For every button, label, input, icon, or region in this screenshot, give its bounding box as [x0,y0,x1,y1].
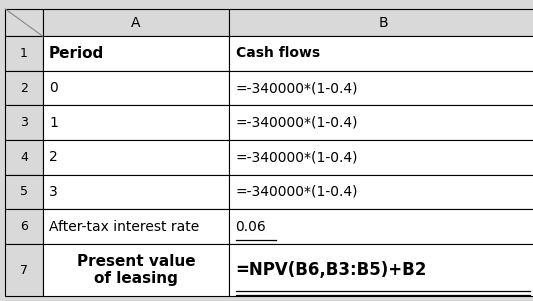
Bar [5,140,43,175]
Text: =-340000*(1-0.4): =-340000*(1-0.4) [236,185,358,199]
Text: 7: 7 [20,264,28,277]
Text: 3: 3 [20,116,28,129]
Text: 0.06: 0.06 [236,219,266,234]
Text: =NPV(B6,B3:B5)+B2: =NPV(B6,B3:B5)+B2 [236,261,427,279]
Text: Present value
of leasing: Present value of leasing [77,254,195,286]
Bar [5,9,43,36]
Bar [229,9,533,36]
Bar [43,9,229,36]
Bar [229,175,533,209]
Bar [43,209,229,244]
Bar [229,209,533,244]
Text: 1: 1 [49,116,58,130]
Bar [5,175,43,209]
Text: 5: 5 [20,185,28,198]
Text: 2: 2 [20,82,28,95]
Bar [43,71,229,105]
Bar [43,244,229,296]
Bar [5,244,43,296]
Bar [229,244,533,296]
Bar [5,209,43,244]
Text: Period: Period [49,46,104,61]
Bar [5,71,43,105]
Bar [229,36,533,71]
Bar [229,105,533,140]
Text: Cash flows: Cash flows [236,46,320,61]
Text: 0: 0 [49,81,58,95]
Text: After-tax interest rate: After-tax interest rate [49,219,199,234]
Bar [229,71,533,105]
Text: =-340000*(1-0.4): =-340000*(1-0.4) [236,81,358,95]
Text: A: A [131,16,141,29]
Text: =-340000*(1-0.4): =-340000*(1-0.4) [236,116,358,130]
Bar [43,36,229,71]
Bar [43,140,229,175]
Bar [229,140,533,175]
Text: 6: 6 [20,220,28,233]
Text: 4: 4 [20,151,28,164]
Text: 2: 2 [49,150,58,164]
Bar [43,105,229,140]
Bar [43,175,229,209]
Text: =-340000*(1-0.4): =-340000*(1-0.4) [236,150,358,164]
Text: 3: 3 [49,185,58,199]
Text: 1: 1 [20,47,28,60]
Text: B: B [379,16,389,29]
Bar [5,36,43,71]
Bar [5,105,43,140]
